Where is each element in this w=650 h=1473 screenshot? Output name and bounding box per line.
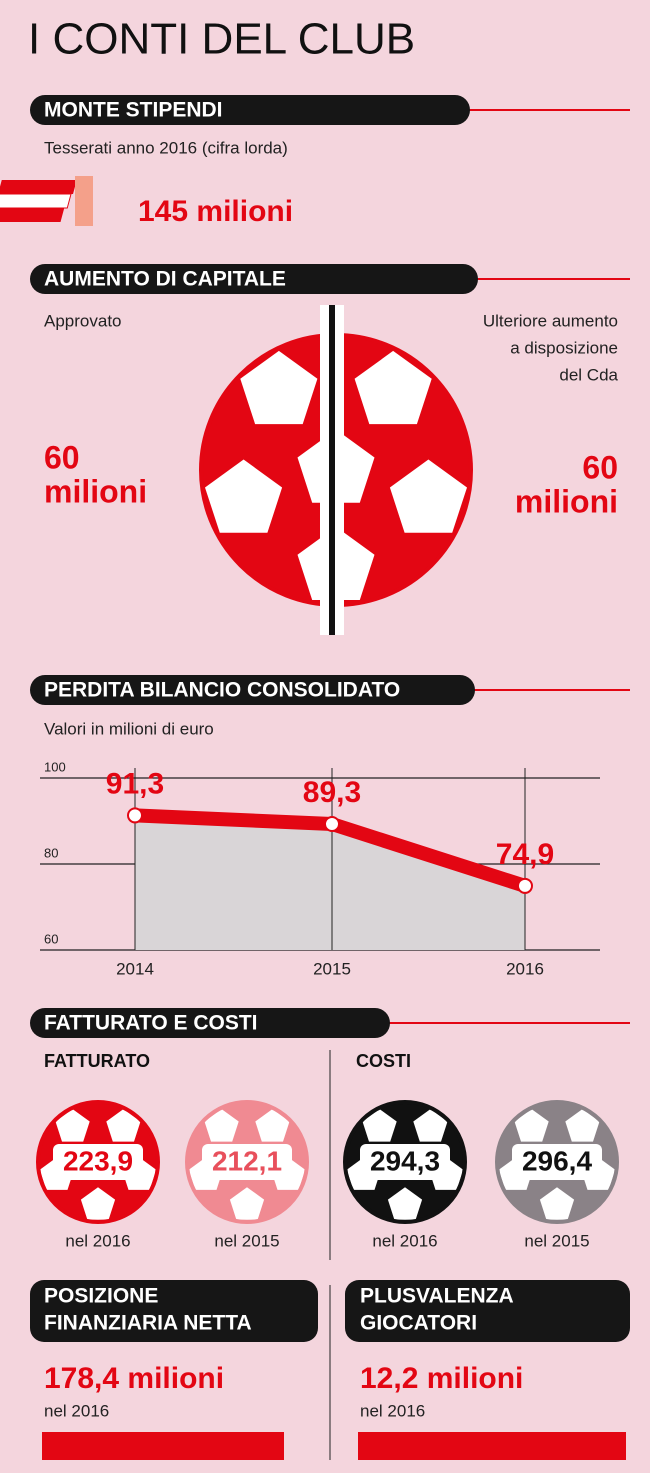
heading: MONTE STIPENDI <box>44 99 223 122</box>
y-tick-label: 80 <box>44 845 58 860</box>
chart-title: PERDITA BILANCIO CONSOLIDATO <box>44 679 400 702</box>
ball-patch <box>204 1109 239 1142</box>
year: nel 2015 <box>214 1231 279 1250</box>
year: nel 2016 <box>44 1401 109 1420</box>
ball-patch <box>55 1109 90 1142</box>
y-tick-label: 100 <box>44 759 66 774</box>
value-box <box>53 1144 143 1180</box>
group-label: COSTI <box>356 1051 411 1071</box>
line-chart: 60 80 100 91,3 2014 89,3 2015 74,9 2016 <box>40 759 600 978</box>
divider <box>329 305 335 635</box>
ball-patch <box>539 1187 575 1220</box>
ball-patch <box>106 1109 141 1142</box>
label: a disposizione <box>510 338 618 357</box>
group-label: FATTURATO <box>44 1051 150 1071</box>
ball-patch <box>229 1187 265 1220</box>
value-box <box>512 1144 602 1180</box>
ball-outline <box>495 1100 619 1224</box>
ball-outline <box>343 1100 467 1224</box>
ball-patch <box>205 459 283 533</box>
page-title: I CONTI DEL CLUB <box>28 15 415 64</box>
x-tick-label: 2016 <box>506 959 544 978</box>
heading-box <box>345 1280 630 1342</box>
heading-pill <box>30 1008 390 1038</box>
heading: PLUSVALENZA <box>360 1285 514 1308</box>
value-box <box>202 1144 292 1180</box>
ball-patch <box>389 459 467 533</box>
ball-patch <box>354 350 432 425</box>
ball-patch <box>255 1109 290 1142</box>
heading-pill <box>30 95 470 125</box>
value: 178,4 milioni <box>44 1362 224 1395</box>
year: nel 2016 <box>372 1231 437 1250</box>
heading-pill <box>30 264 478 294</box>
heading: GIOCATORI <box>360 1312 477 1335</box>
year: nel 2015 <box>524 1231 589 1250</box>
value: 223,9 <box>63 1145 133 1176</box>
point <box>324 816 340 833</box>
value: 294,3 <box>370 1145 440 1176</box>
area <box>135 815 525 950</box>
point <box>127 807 143 824</box>
value: 60 <box>44 439 80 475</box>
chart-subtitle: Valori in milioni di euro <box>44 719 214 738</box>
ball-patch <box>514 1109 549 1142</box>
x-tick-label: 2015 <box>313 959 351 978</box>
value: 296,4 <box>522 1145 592 1176</box>
label: Ulteriore aumento <box>483 311 618 330</box>
label: del Cda <box>559 365 618 384</box>
heading-box <box>30 1280 318 1342</box>
bar <box>42 1432 284 1460</box>
ball-patch <box>413 1109 448 1142</box>
point <box>517 877 533 894</box>
data-label: 74,9 <box>496 838 554 871</box>
ball-outline <box>185 1100 309 1224</box>
heading: FATTURATO E COSTI <box>44 1012 258 1035</box>
ball-outline <box>36 1100 160 1224</box>
bar <box>358 1432 626 1460</box>
ball-patch <box>565 1109 600 1142</box>
value: 145 milioni <box>138 195 293 228</box>
y-tick-label: 60 <box>44 931 58 946</box>
value: 12,2 milioni <box>360 1362 523 1395</box>
value: milioni <box>515 483 618 519</box>
subtitle: Tesserati anno 2016 (cifra lorda) <box>44 138 288 157</box>
ball-patch <box>240 350 318 425</box>
ball-patch <box>362 1109 397 1142</box>
value: 60 <box>582 449 618 485</box>
ball-patch <box>387 1187 423 1220</box>
data-label: 89,3 <box>303 776 361 809</box>
label: Approvato <box>44 311 122 330</box>
value-box <box>360 1144 450 1180</box>
year: nel 2016 <box>65 1231 130 1250</box>
year: nel 2016 <box>360 1401 425 1420</box>
heading: FINANZIARIA NETTA <box>44 1312 252 1335</box>
value: 212,1 <box>212 1145 282 1176</box>
ball-patch <box>80 1187 116 1220</box>
heading-pill <box>30 675 475 705</box>
data-label: 91,3 <box>106 767 164 800</box>
money-icon <box>0 176 93 226</box>
heading: POSIZIONE <box>44 1285 158 1308</box>
x-tick-label: 2014 <box>116 959 154 978</box>
heading: AUMENTO DI CAPITALE <box>44 268 286 291</box>
value: milioni <box>44 473 147 509</box>
